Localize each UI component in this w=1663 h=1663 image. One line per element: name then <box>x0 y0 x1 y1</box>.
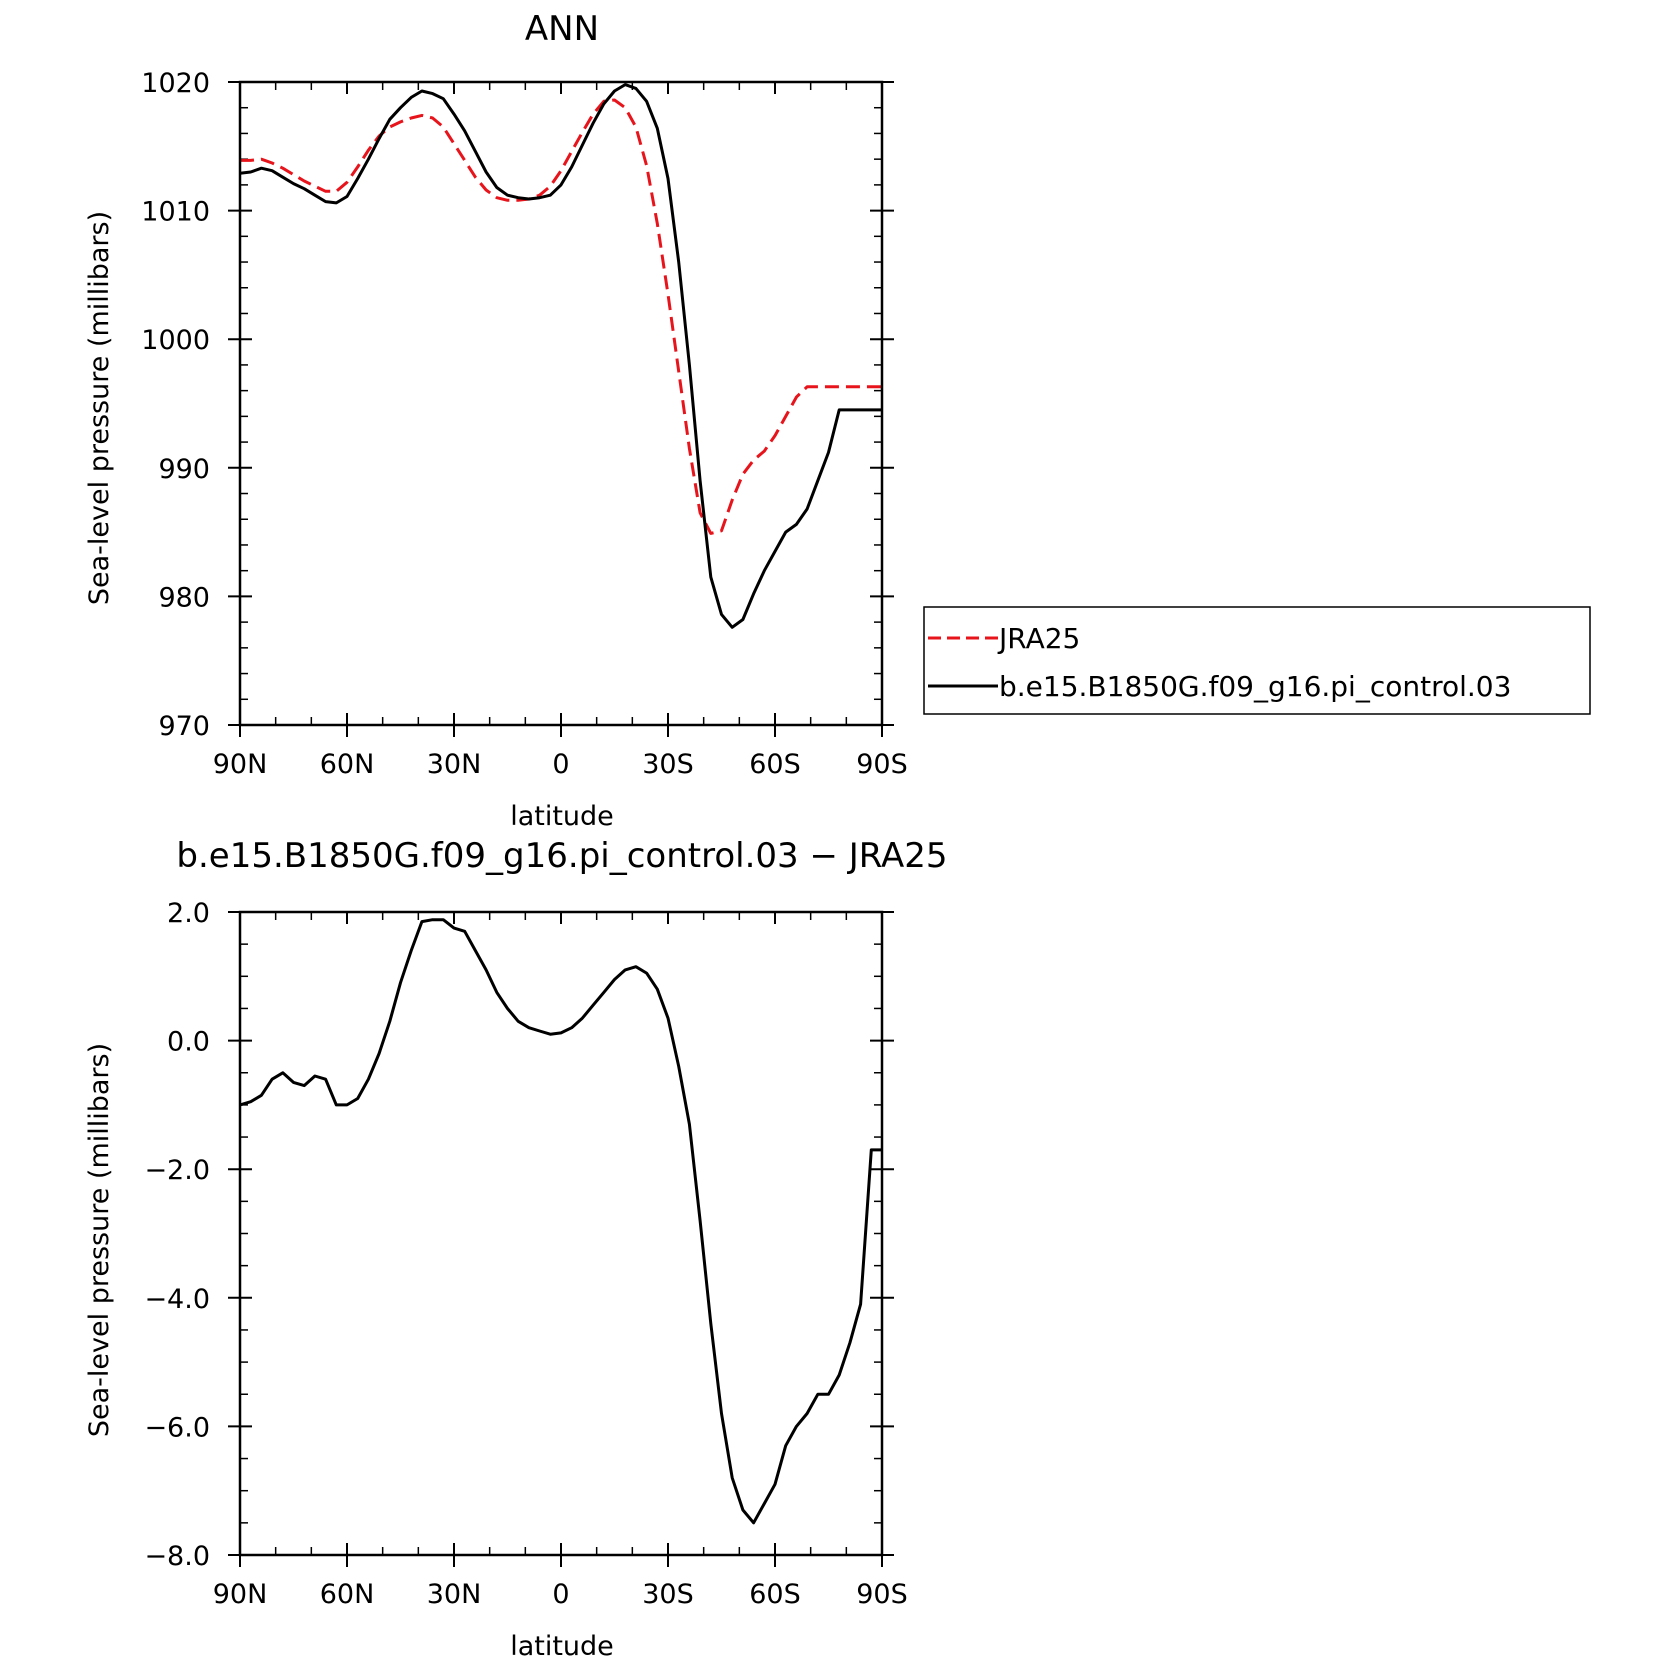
bottom-x-tick-label: 0 <box>552 1579 569 1610</box>
bottom-x-tick-label: 60S <box>749 1579 801 1610</box>
top-x-tick-label: 90N <box>213 749 268 780</box>
bottom-y-tick-label: −6.0 <box>144 1412 210 1443</box>
top-y-axis-title: Sea-level pressure (millibars) <box>84 211 115 605</box>
top-x-tick-label: 30S <box>642 749 694 780</box>
bottom-y-tick-label: 2.0 <box>167 898 210 929</box>
top-plot-area: 90N 60N 30N 0 30S 60S 90S 1020 1010 1000 990 980 970 <box>141 68 907 780</box>
legend-label-model: b.e15.B1850G.f09_g16.pi_control.03 <box>999 670 1511 703</box>
top-y-tick-label: 1020 <box>141 68 210 99</box>
top-x-tick-label: 90S <box>856 749 908 780</box>
top-series-line-1 <box>239 83 882 629</box>
bottom-series-line-0 <box>239 918 882 1525</box>
top-x-tick-label: 60N <box>320 749 375 780</box>
bottom-panel: b.e15.B1850G.f09_g16.pi_control.03 − JRA… <box>84 836 948 1662</box>
bottom-plot-area: 90N 60N 30N 0 30S 60S 90S 2.0 0.0 −2.0 −4.0 −6.0 −8.… <box>144 898 907 1610</box>
bottom-x-tick-label: 30S <box>642 1579 694 1610</box>
top-y-tick-label: 970 <box>158 711 210 742</box>
bottom-y-tick-label: −8.0 <box>144 1541 210 1572</box>
top-y-tick-label: 1000 <box>141 325 210 356</box>
bottom-y-axis-title: Sea-level pressure (millibars) <box>84 1043 115 1437</box>
bottom-x-axis-title: latitude <box>510 1631 614 1662</box>
top-y-tick-label: 980 <box>158 582 210 613</box>
bottom-x-tick-label: 90N <box>213 1579 268 1610</box>
top-x-tick-label: 0 <box>552 749 569 780</box>
top-y-tick-label: 1010 <box>141 197 210 228</box>
legend-label-jra25: JRA25 <box>997 622 1080 655</box>
bottom-y-tick-label: −2.0 <box>144 1155 210 1186</box>
bottom-plot-frame <box>238 910 884 1557</box>
top-plot-frame <box>238 80 884 727</box>
top-series-line-0 <box>240 98 882 535</box>
bottom-x-tick-label: 60N <box>320 1579 375 1610</box>
bottom-chart-title: b.e15.B1850G.f09_g16.pi_control.03 − JRA… <box>176 836 947 876</box>
top-panel: ANN 90N 60N 30N 0 30S 60S 90S 1020 1010 1000 990 98… <box>84 9 908 832</box>
legend-box <box>923 606 1591 715</box>
bottom-x-tick-label: 30N <box>427 1579 482 1610</box>
top-x-axis-title: latitude <box>510 801 614 832</box>
bottom-y-tick-label: 0.0 <box>167 1027 210 1058</box>
top-x-tick-label: 30N <box>427 749 482 780</box>
legend: JRA25 b.e15.B1850G.f09_g16.pi_control.03 <box>923 606 1591 715</box>
top-x-tick-label: 60S <box>749 749 801 780</box>
top-chart-title: ANN <box>525 9 599 49</box>
bottom-y-tick-label: −4.0 <box>144 1284 210 1315</box>
bottom-x-tick-label: 90S <box>856 1579 908 1610</box>
top-y-tick-label: 990 <box>158 454 210 485</box>
